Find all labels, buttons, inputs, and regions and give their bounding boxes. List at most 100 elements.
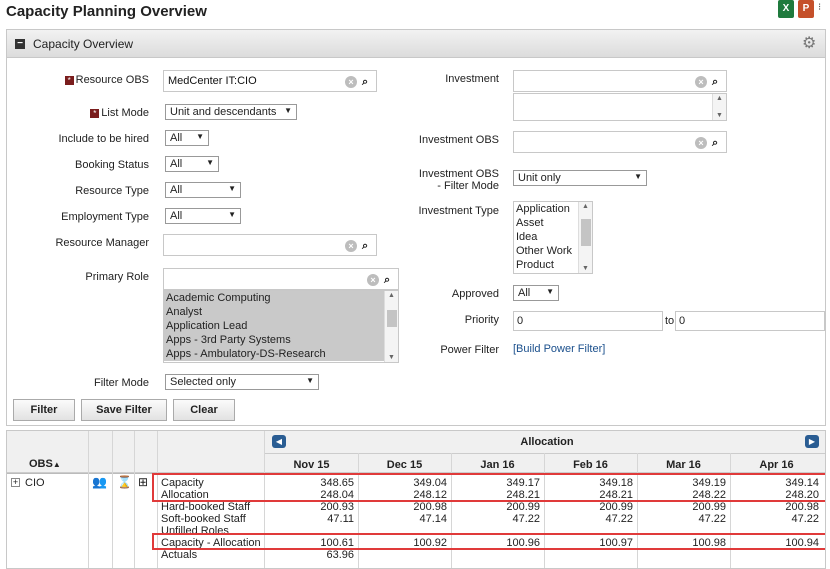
previous-period-arrow[interactable]: ◀ <box>272 435 286 448</box>
obs-row-name[interactable]: CIO <box>25 477 45 489</box>
grid-header <box>7 431 825 473</box>
collapse-icon[interactable]: − <box>15 39 25 49</box>
metric-value: 248.21 <box>599 489 633 501</box>
sort-up-icon: ▲ <box>52 460 61 469</box>
priority-to-label: to <box>665 315 675 327</box>
list-item[interactable]: Other Work <box>516 245 573 257</box>
clear-icon[interactable]: × <box>367 274 379 286</box>
employment-type-select[interactable]: All ▼ <box>165 208 241 224</box>
obs-column-header[interactable]: OBS▲ <box>29 458 61 470</box>
include-to-be-hired-select[interactable]: All ▼ <box>165 130 209 146</box>
binoculars-icon[interactable]: ⌕ <box>712 76 719 88</box>
header-subdivider <box>265 453 825 454</box>
scroll-down-icon[interactable]: ▼ <box>388 354 395 361</box>
chevron-down-icon: ▼ <box>306 376 314 385</box>
powerpoint-export-icon[interactable]: P <box>798 0 814 18</box>
metric-label: Allocation <box>161 489 209 501</box>
investment-type-list[interactable]: Application Asset Idea Other Work Produc… <box>513 201 593 274</box>
build-power-filter-link[interactable]: [Build Power Filter] <box>513 343 606 355</box>
filter-mode-select[interactable]: Selected only ▼ <box>165 374 319 390</box>
resources-icon[interactable]: 👥 <box>92 475 107 489</box>
scrollbar[interactable]: ▲ ▼ <box>712 94 726 120</box>
more-icon[interactable]: ⁝ <box>818 2 822 13</box>
list-item[interactable]: Application <box>516 203 570 215</box>
investment-obs-filter-mode-label-line1: Investment OBS <box>418 168 499 180</box>
list-mode-select[interactable]: Unit and descendants ▼ <box>165 104 297 120</box>
hourglass-icon[interactable]: ⌛ <box>117 475 132 489</box>
chevron-down-icon: ▼ <box>228 210 236 219</box>
clear-icon[interactable]: × <box>345 76 357 88</box>
filter-mode-value: Selected only <box>170 376 237 388</box>
clear-icon[interactable]: × <box>695 76 707 88</box>
resource-manager-field[interactable]: × ⌕ <box>163 234 377 256</box>
capacity-grid: OBS▲ ◀ Allocation ▶ Nov 15 Dec 15 Jan 16… <box>6 430 826 569</box>
resource-type-select[interactable]: All ▼ <box>165 182 241 198</box>
next-period-arrow[interactable]: ▶ <box>805 435 819 448</box>
scrollbar[interactable]: ▲ ▼ <box>578 202 592 273</box>
scroll-down-icon[interactable]: ▼ <box>716 112 723 119</box>
hierarchy-icon[interactable]: ⊞ <box>138 475 149 489</box>
priority-to-input[interactable]: 0 <box>675 311 825 331</box>
resource-type-label: Resource Type <box>75 185 149 197</box>
power-filter-label: Power Filter <box>440 344 499 356</box>
metric-value: 348.65 <box>320 477 354 489</box>
metric-value: 47.11 <box>327 513 354 525</box>
scroll-up-icon[interactable]: ▲ <box>388 292 395 299</box>
primary-role-field[interactable]: × ⌕ <box>163 268 399 290</box>
approved-select[interactable]: All ▼ <box>513 285 559 301</box>
scroll-thumb[interactable] <box>581 219 591 246</box>
list-item[interactable]: Product <box>516 259 554 271</box>
binoculars-icon[interactable]: ⌕ <box>362 76 369 88</box>
metric-value: 47.14 <box>419 513 447 525</box>
resource-obs-label: * Resource OBS <box>47 74 149 86</box>
scroll-up-icon[interactable]: ▲ <box>582 203 589 210</box>
metric-value: 47.22 <box>605 513 633 525</box>
employment-type-label: Employment Type <box>61 211 149 223</box>
filter-button[interactable]: Filter <box>13 399 75 421</box>
clear-icon[interactable]: × <box>695 137 707 149</box>
column-divider <box>134 431 135 568</box>
month-header: Mar 16 <box>666 459 701 471</box>
list-item[interactable]: Analyst <box>164 305 398 319</box>
list-item[interactable]: Apps - Ambulatory-DS-Research <box>164 347 398 361</box>
booking-status-select[interactable]: All ▼ <box>165 156 219 172</box>
list-item[interactable]: Apps - 3rd Party Systems <box>164 333 398 347</box>
highlight-capacity-minus-allocation <box>152 533 825 550</box>
binoculars-icon[interactable]: ⌕ <box>384 274 391 286</box>
metric-value: 100.92 <box>413 537 447 549</box>
investment-obs-filter-mode-label: Investment OBS - Filter Mode <box>387 168 499 192</box>
metric-value: 47.22 <box>512 513 540 525</box>
required-icon: * <box>90 109 100 118</box>
investment-obs-filter-mode-select[interactable]: Unit only ▼ <box>513 170 647 186</box>
column-divider <box>451 453 452 568</box>
excel-export-icon[interactable]: X <box>778 0 794 18</box>
list-mode-label: * List Mode <box>47 107 149 119</box>
primary-role-list[interactable]: Academic Computing Analyst Application L… <box>163 290 399 363</box>
primary-role-label: Primary Role <box>85 271 149 283</box>
list-item[interactable]: Asset <box>516 217 544 229</box>
clear-icon[interactable]: × <box>345 240 357 252</box>
list-item[interactable]: Academic Computing <box>164 291 398 305</box>
panel-header: − Capacity Overview ⚙ <box>7 30 825 58</box>
metric-label: Capacity - Allocation <box>161 537 261 549</box>
scroll-down-icon[interactable]: ▼ <box>582 265 589 272</box>
investment-obs-field[interactable]: × ⌕ <box>513 131 727 153</box>
resource-obs-field[interactable]: MedCenter IT:CIO × ⌕ <box>163 70 377 92</box>
binoculars-icon[interactable]: ⌕ <box>712 137 719 149</box>
priority-from-input[interactable]: 0 <box>513 311 663 331</box>
investment-field[interactable]: × ⌕ <box>513 70 727 92</box>
gear-icon[interactable]: ⚙ <box>802 35 817 52</box>
binoculars-icon[interactable]: ⌕ <box>362 240 369 252</box>
scrollbar[interactable]: ▲ ▼ <box>384 291 398 362</box>
list-item[interactable]: Idea <box>516 231 538 243</box>
scroll-up-icon[interactable]: ▲ <box>716 95 723 102</box>
clear-button[interactable]: Clear <box>173 399 235 421</box>
save-filter-button[interactable]: Save Filter <box>81 399 167 421</box>
priority-to-value: 0 <box>679 315 686 327</box>
scroll-thumb[interactable] <box>387 310 397 327</box>
investment-list[interactable]: ▲ ▼ <box>513 93 727 121</box>
list-item[interactable]: Application Lead <box>164 319 398 333</box>
metric-value: 349.17 <box>506 477 540 489</box>
expand-icon[interactable]: + <box>11 477 20 487</box>
column-divider <box>112 431 113 568</box>
